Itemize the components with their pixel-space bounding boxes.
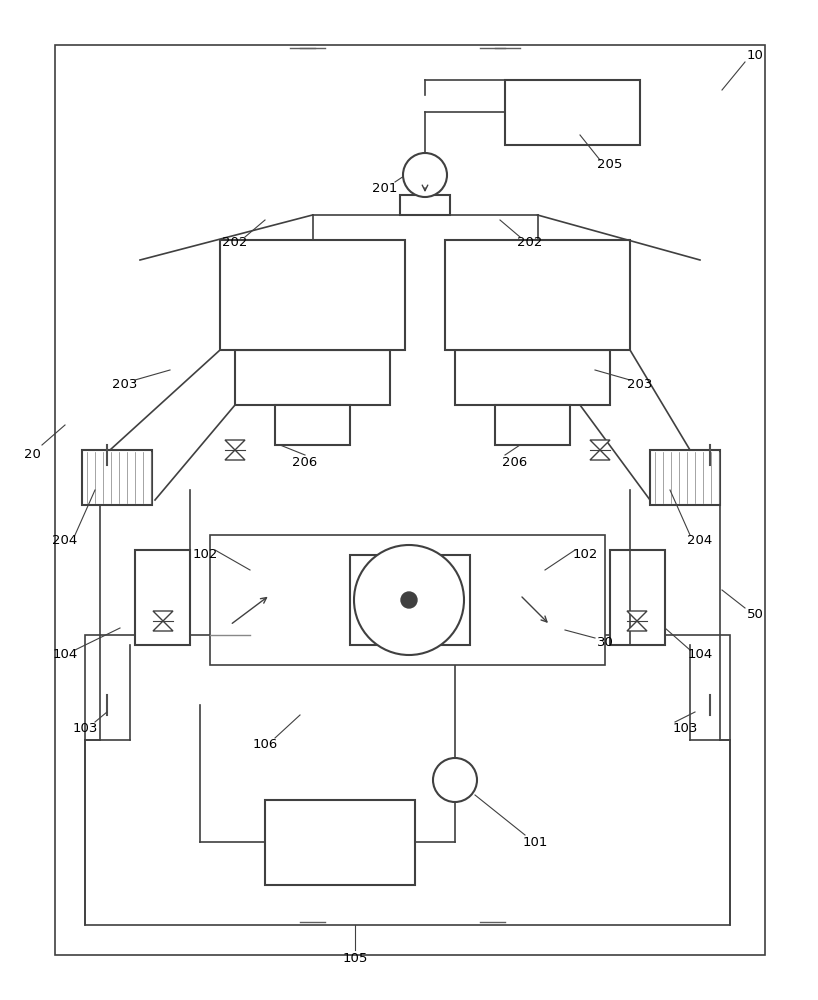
- Bar: [455, 350, 610, 405]
- Polygon shape: [225, 450, 245, 460]
- Bar: [82, 450, 152, 505]
- Text: 206: 206: [502, 456, 528, 468]
- Polygon shape: [590, 450, 610, 460]
- Text: 106: 106: [253, 738, 277, 752]
- Bar: [505, 80, 640, 145]
- Bar: [350, 555, 470, 645]
- Bar: [400, 195, 450, 215]
- Polygon shape: [627, 611, 647, 621]
- Bar: [85, 635, 730, 925]
- Text: 204: 204: [687, 534, 712, 546]
- Text: 20: 20: [24, 448, 40, 462]
- Bar: [610, 550, 665, 645]
- Bar: [55, 45, 765, 955]
- Bar: [75, 250, 740, 505]
- Text: 102: 102: [573, 548, 598, 562]
- Bar: [235, 350, 390, 405]
- Circle shape: [401, 592, 417, 608]
- Bar: [265, 800, 415, 885]
- Bar: [275, 405, 350, 445]
- Text: 203: 203: [112, 378, 137, 391]
- Bar: [220, 240, 405, 350]
- Text: 203: 203: [627, 378, 653, 391]
- Text: 204: 204: [52, 534, 78, 546]
- Text: 103: 103: [672, 722, 698, 734]
- Circle shape: [433, 758, 477, 802]
- Text: 103: 103: [72, 722, 97, 734]
- Text: 202: 202: [517, 235, 542, 248]
- Bar: [495, 405, 570, 445]
- Text: 104: 104: [52, 648, 78, 662]
- Text: 102: 102: [192, 548, 218, 562]
- Text: 101: 101: [523, 836, 548, 848]
- Text: 206: 206: [292, 456, 317, 468]
- Text: 10: 10: [747, 49, 763, 62]
- Bar: [210, 535, 605, 665]
- Text: 202: 202: [222, 235, 248, 248]
- Polygon shape: [225, 440, 245, 450]
- Polygon shape: [153, 611, 173, 621]
- Text: 105: 105: [342, 952, 367, 964]
- Polygon shape: [627, 621, 647, 631]
- Polygon shape: [590, 440, 610, 450]
- Bar: [135, 550, 190, 645]
- Text: 30: 30: [596, 636, 614, 648]
- Text: 205: 205: [597, 158, 622, 172]
- Bar: [445, 240, 630, 350]
- Circle shape: [354, 545, 464, 655]
- Bar: [650, 450, 720, 505]
- Circle shape: [403, 153, 447, 197]
- Polygon shape: [153, 621, 173, 631]
- Text: 104: 104: [687, 648, 712, 662]
- Text: 50: 50: [747, 608, 763, 621]
- Text: 201: 201: [372, 182, 398, 195]
